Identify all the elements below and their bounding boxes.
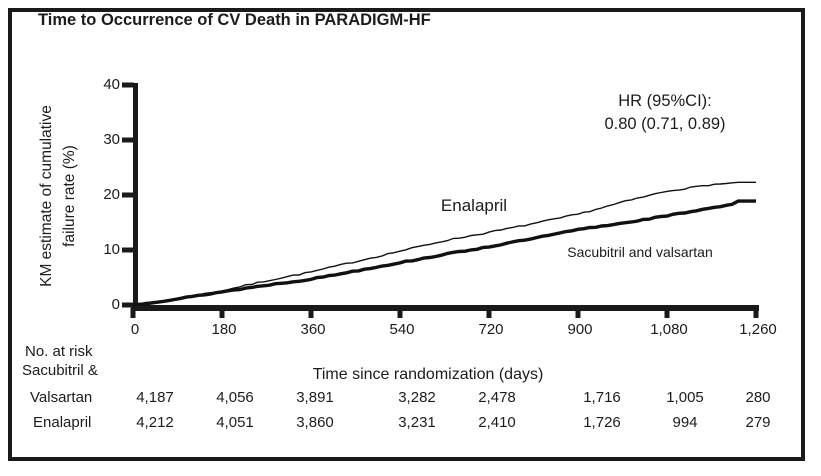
x-axis-label: Time since randomization (days) (312, 366, 544, 383)
curve-label-sacubitril-valsartan: Sacubitril and valsartan (567, 244, 713, 260)
x-tick-label-1,080: 1,080 (650, 321, 688, 338)
km-curve-sacubitril-and-valsartan (132, 199, 756, 307)
hr-annotation: HR (95%CI): 0.80 (0.71, 0.89) (540, 90, 790, 136)
risk-cell-row1-col3: 3,891 (296, 389, 334, 406)
y-tick-label-0: 0 (111, 296, 120, 313)
risk-cell-row1-col5: 2,478 (478, 389, 516, 406)
risk-cell-row1-col7: 1,005 (666, 389, 704, 406)
x-tick-label-720: 720 (478, 321, 504, 338)
risk-cell-row2-col2: 4,051 (216, 414, 254, 431)
x-tick-label-0: 0 (130, 321, 140, 338)
figure-border (8, 8, 805, 461)
risk-cell-row2-col6: 1,726 (583, 414, 621, 431)
y-axis-label-line1: KM estimate of cumulative (38, 105, 55, 287)
y-tick-label-30: 30 (103, 131, 120, 148)
hr-annotation-line2: 0.80 (0.71, 0.89) (604, 115, 726, 133)
risk-cell-row2-col8: 279 (745, 414, 771, 431)
risk-cell-row1-col8: 280 (745, 389, 771, 406)
x-tick-label-540: 540 (389, 321, 415, 338)
risk-table-header: No. at risk (25, 343, 93, 360)
curve-label-enalapril: Enalapril (440, 196, 508, 215)
risk-cell-row2-col5: 2,410 (478, 414, 516, 431)
risk-cell-row2-col1: 4,212 (136, 414, 174, 431)
risk-cell-row2-col4: 3,231 (398, 414, 436, 431)
risk-row1-label-line2: Valsartan (30, 389, 93, 406)
risk-row2-label: Enalapril (33, 414, 92, 431)
risk-cell-row1-col2: 4,056 (216, 389, 254, 406)
x-tick-label-180: 180 (211, 321, 237, 338)
x-tick-label-360: 360 (300, 321, 326, 338)
y-tick-label-20: 20 (103, 186, 120, 203)
x-tick-label-1,260: 1,260 (739, 321, 777, 338)
risk-row1-label-line1: Sacubitril & (22, 362, 98, 379)
risk-cell-row1-col1: 4,187 (136, 389, 174, 406)
km-curve-enalapril (132, 181, 756, 306)
chart-title: Time to Occurrence of CV Death in PARADI… (38, 11, 431, 29)
y-tick-label-40: 40 (103, 76, 120, 93)
risk-cell-row1-col6: 1,716 (583, 389, 621, 406)
risk-cell-row2-col7: 994 (672, 414, 698, 431)
x-tick-label-900: 900 (567, 321, 593, 338)
y-tick-label-10: 10 (103, 241, 120, 258)
risk-cell-row1-col4: 3,282 (398, 389, 436, 406)
risk-cell-row2-col3: 3,860 (296, 414, 334, 431)
hr-annotation-line1: HR (95%CI): (618, 92, 712, 110)
